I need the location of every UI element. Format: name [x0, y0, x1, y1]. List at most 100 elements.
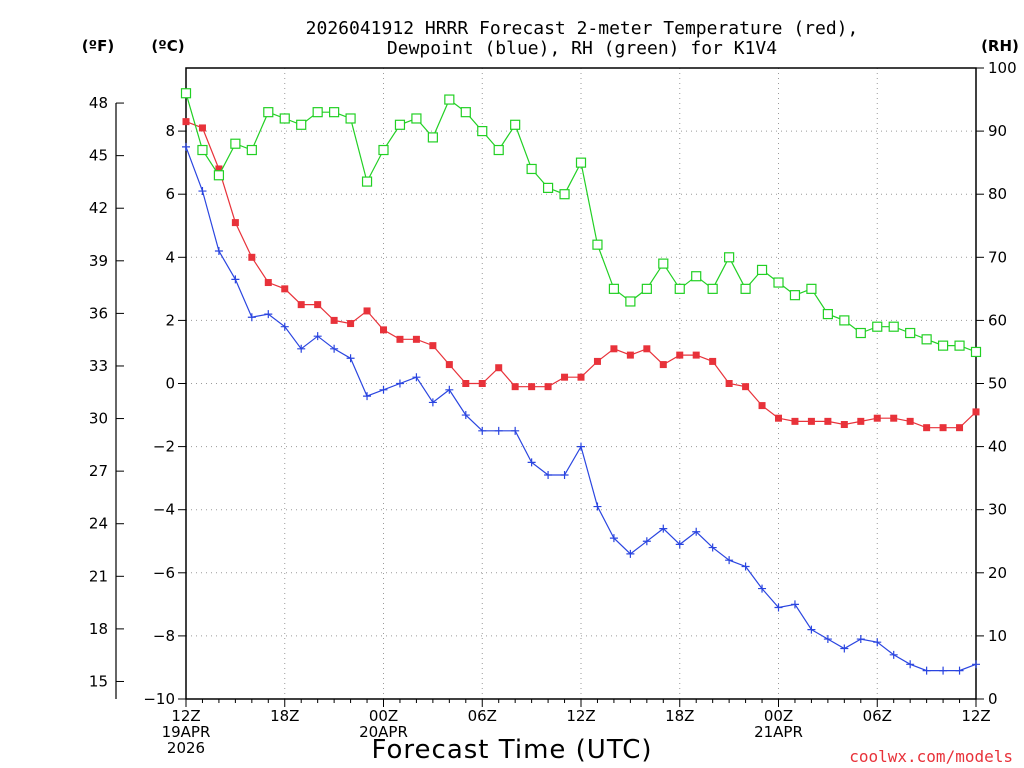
rh-point: [213, 170, 225, 181]
celsius-tick-label: −4: [153, 501, 175, 519]
dewpoint-point: [873, 638, 882, 647]
rh-point: [394, 119, 406, 130]
rh-point: [230, 138, 241, 149]
temperature-point: [873, 414, 881, 422]
dewpoint-point: [955, 666, 964, 675]
temperature-point: [643, 345, 651, 353]
rh-point: [493, 144, 504, 156]
dewpoint-point: [264, 310, 273, 319]
temperature-point: [824, 417, 832, 425]
dewpoint-point: [198, 187, 207, 196]
rh-point: [954, 340, 965, 351]
temperature-point: [528, 383, 536, 391]
temperature-point: [775, 414, 782, 422]
dewpoint-point: [807, 625, 816, 634]
temperature-point: [840, 421, 848, 429]
temperature-point: [906, 417, 914, 425]
temperature-point: [577, 373, 585, 381]
temperature-point: [807, 417, 815, 425]
fahrenheit-tick-label: 15: [89, 672, 108, 690]
dewpoint-point: [626, 549, 635, 558]
time-tick-label: 12Z: [566, 707, 595, 725]
time-tick-label: 21APR: [754, 723, 803, 741]
rh-tick-label: 30: [988, 501, 1007, 519]
temperature-point: [281, 285, 289, 293]
rh-point: [279, 113, 290, 124]
temperature-point: [198, 124, 206, 132]
dewpoint-point: [297, 344, 306, 353]
rh-point: [510, 119, 521, 130]
temperature-point: [363, 307, 371, 315]
temperature-point: [462, 380, 470, 387]
rh-point: [460, 107, 471, 118]
time-tick-label: 06Z: [468, 707, 497, 725]
rh-tick-label: 100: [988, 59, 1017, 77]
fahrenheit-tick-label: 27: [89, 462, 108, 480]
temperature-point: [478, 380, 486, 387]
dewpoint-point: [182, 142, 190, 151]
time-tick-label: 19APR: [162, 723, 211, 741]
temperature-point: [758, 402, 766, 410]
rh-point: [411, 113, 422, 124]
temperature-point: [495, 364, 503, 372]
rh-point: [839, 315, 850, 326]
temperature-point: [857, 417, 865, 425]
temperature-point: [890, 414, 898, 422]
dewpoint-point: [346, 354, 355, 363]
fahrenheit-tick-label: 24: [89, 515, 108, 533]
temperature-point: [544, 383, 552, 391]
temperature-point: [248, 253, 256, 261]
dewpoint-point: [774, 603, 783, 612]
celsius-tick-label: −2: [153, 438, 175, 456]
dewpoint-point: [461, 411, 470, 420]
temperature-point: [923, 424, 931, 432]
temperature-point: [593, 357, 601, 365]
rh-point: [263, 107, 274, 118]
dewpoint-point: [642, 537, 651, 546]
rh-point: [905, 327, 916, 339]
time-tick-label: 20APR: [359, 723, 408, 741]
temperature-point: [264, 279, 272, 287]
time-tick-label: 18Z: [665, 707, 694, 725]
temperature-point: [692, 351, 700, 359]
rh-point: [444, 94, 455, 105]
rh-tick-label: 0: [988, 690, 998, 708]
rh-tick-label: 70: [988, 248, 1007, 266]
temperature-point: [182, 118, 190, 126]
rh-point: [888, 321, 899, 332]
credit-link[interactable]: coolwx.com/models: [849, 747, 1013, 766]
rh-point: [724, 252, 735, 263]
temperature-point: [347, 320, 355, 328]
rh-tick-label: 90: [988, 122, 1007, 140]
dewpoint-point: [692, 527, 701, 536]
celsius-tick-label: 8: [165, 122, 175, 140]
celsius-tick-label: 2: [165, 311, 175, 329]
dewpoint-point: [214, 246, 223, 255]
dewpoint-point: [725, 556, 734, 565]
dewpoint-point: [741, 562, 750, 571]
dewpoint-point: [231, 275, 240, 284]
time-tick-label: 2026: [167, 739, 205, 757]
temperature-point: [725, 380, 733, 387]
rh-tick-label: 60: [988, 311, 1007, 329]
celsius-tick-label: −6: [153, 564, 175, 582]
time-tick-label: 12Z: [171, 707, 200, 725]
dewpoint-point: [922, 666, 931, 675]
rh-point: [789, 290, 801, 301]
rh-point: [542, 182, 554, 193]
temperature-point: [396, 335, 404, 343]
rh-point: [345, 113, 356, 124]
dewpoint-point: [675, 540, 684, 549]
rh-tick-label: 40: [988, 438, 1007, 456]
rh-point: [625, 296, 636, 307]
celsius-tick-label: 4: [165, 248, 175, 266]
time-tick-label: 00Z: [369, 707, 398, 725]
series-temperature: [182, 118, 980, 432]
temperature-point: [314, 301, 322, 309]
celsius-tick-label: −8: [153, 627, 175, 645]
dewpoint-point: [280, 322, 289, 331]
x-axis-title: Forecast Time (UTC): [371, 735, 652, 765]
rh-point: [674, 283, 685, 294]
